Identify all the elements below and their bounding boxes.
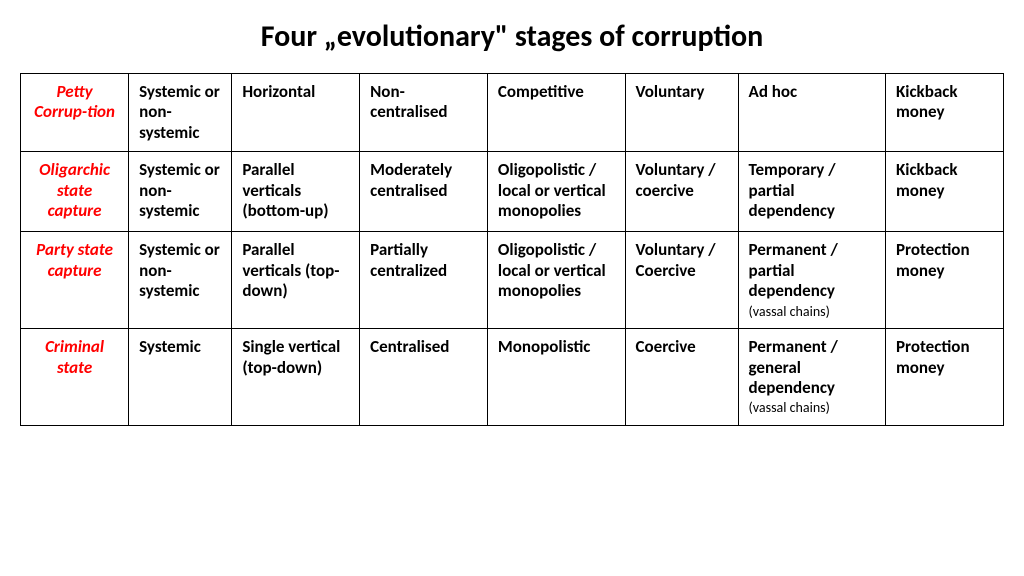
row-label: Petty Corrup-tion xyxy=(21,74,129,152)
table-row: Petty Corrup-tion Systemic or non-system… xyxy=(21,74,1004,152)
cell: Voluntary / coercive xyxy=(625,152,738,232)
cell: Systemic xyxy=(129,329,232,426)
row-label: Party state capture xyxy=(21,232,129,329)
cell: Voluntary / Coercive xyxy=(625,232,738,329)
slide-page: Four „evolutionary" stages of corruption… xyxy=(0,0,1024,576)
cell-text: Temporary / partial dependency xyxy=(749,159,836,221)
row-label: Criminal state xyxy=(21,329,129,426)
row-label: Oligarchic state capture xyxy=(21,152,129,232)
cell: Coercive xyxy=(625,329,738,426)
cell: Moderately centralised xyxy=(360,152,488,232)
cell: Partially centralized xyxy=(360,232,488,329)
cell-text: Ad hoc xyxy=(749,81,798,102)
cell: Single vertical (top-down) xyxy=(232,329,360,426)
cell-subtext: (vassal chains) xyxy=(749,400,875,417)
cell: Horizontal xyxy=(232,74,360,152)
cell: Systemic or non-systemic xyxy=(129,232,232,329)
cell: Oligopolistic / local or vertical monopo… xyxy=(487,232,625,329)
cell: Protection money xyxy=(885,329,1003,426)
cell-text: Permanent / partial dependency xyxy=(749,239,838,301)
cell: Oligopolistic / local or vertical monopo… xyxy=(487,152,625,232)
cell-subtext: (vassal chains) xyxy=(749,304,875,321)
cell: Protection money xyxy=(885,232,1003,329)
cell: Temporary / partial dependency xyxy=(738,152,885,232)
table-row: Party state capture Systemic or non-syst… xyxy=(21,232,1004,329)
cell-text: Permanent / general dependency xyxy=(749,336,838,398)
cell: Monopolistic xyxy=(487,329,625,426)
table-row: Criminal state Systemic Single vertical … xyxy=(21,329,1004,426)
cell: Centralised xyxy=(360,329,488,426)
cell: Kickback money xyxy=(885,152,1003,232)
cell: Competitive xyxy=(487,74,625,152)
cell: Voluntary xyxy=(625,74,738,152)
cell: Systemic or non-systemic xyxy=(129,74,232,152)
cell: Parallel verticals (top-down) xyxy=(232,232,360,329)
cell: Parallel verticals (bottom-up) xyxy=(232,152,360,232)
cell: Kickback money xyxy=(885,74,1003,152)
cell: Systemic or non-systemic xyxy=(129,152,232,232)
corruption-stages-table: Petty Corrup-tion Systemic or non-system… xyxy=(20,73,1004,426)
cell: Permanent / partial dependency (vassal ch… xyxy=(738,232,885,329)
cell: Non-centralised xyxy=(360,74,488,152)
page-title: Four „evolutionary" stages of corruption xyxy=(20,18,1004,55)
cell: Ad hoc xyxy=(738,74,885,152)
table-row: Oligarchic state capture Systemic or non… xyxy=(21,152,1004,232)
cell: Permanent / general dependency (vassal ch… xyxy=(738,329,885,426)
